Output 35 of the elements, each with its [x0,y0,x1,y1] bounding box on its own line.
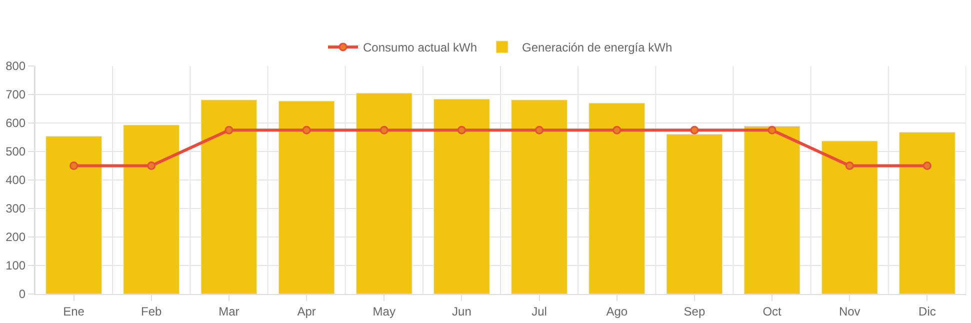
y-tick-label: 700 [6,88,26,102]
x-tick-label: Oct [762,304,782,318]
bar [278,100,335,294]
x-tick-label: Feb [141,304,162,318]
y-tick-label: 400 [6,173,26,188]
x-tick-label: Ene [63,304,85,318]
x-tick-label: Dic [918,304,936,318]
x-tick-label: Sep [684,304,706,318]
x-tick-label: Apr [297,304,316,318]
x-tick-label: Jun [452,304,472,318]
y-tick-label: 600 [6,116,26,130]
y-tick-label: 0 [18,287,26,302]
x-tick-label: Mar [218,304,240,318]
y-tick-label: 300 [6,202,26,216]
legend-label: Generación de energía kWh [522,40,672,55]
bar [511,100,568,294]
y-tick-label: 800 [6,59,26,74]
legend-label: Consumo actual kWh [363,40,478,55]
bar [821,140,878,294]
bar [200,100,258,294]
x-tick-label: Ago [606,304,628,318]
bar [899,132,956,294]
x-tick-label: May [372,304,396,318]
bar [666,134,723,294]
bar [46,136,102,294]
y-tick-label: 100 [6,258,26,273]
y-tick-label: 200 [6,230,26,244]
x-tick-label: Jul [532,304,547,318]
bar [588,102,646,294]
x-tick-label: Nov [838,304,860,318]
bar [744,126,800,294]
bar [123,124,180,294]
y-tick-label: 500 [6,144,26,159]
bar [356,92,412,294]
bar [434,98,490,294]
